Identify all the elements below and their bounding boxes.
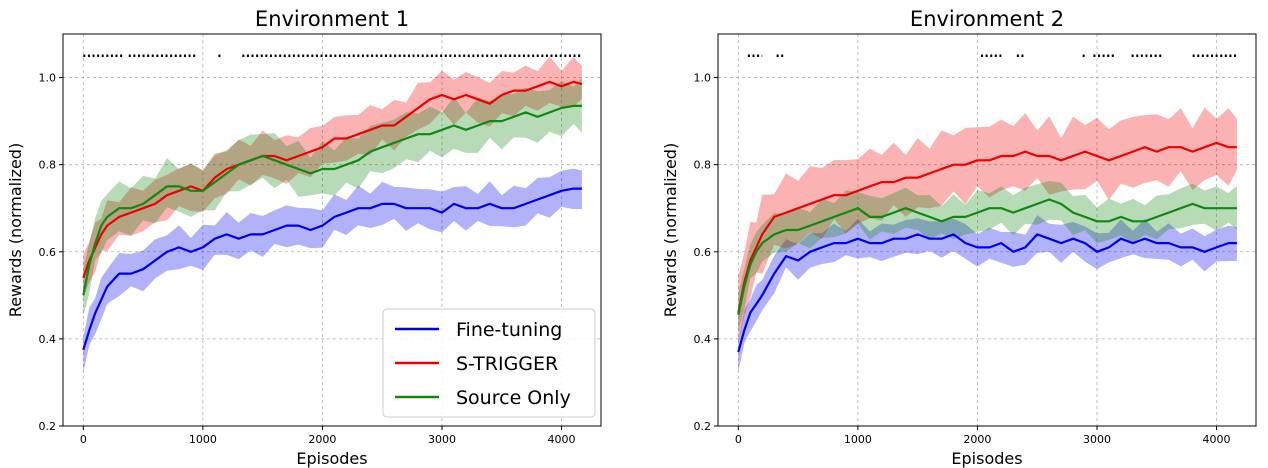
y-tick-label: 0.2 — [694, 420, 712, 433]
y-axis-label: Rewards (normalized) — [6, 143, 25, 317]
chart-title: Environment 2 — [910, 7, 1064, 31]
panel-environment-2: 0 1000 2000 3000 4000 0.2 0.4 0.6 0.8 1.0 Environm… — [661, 7, 1257, 468]
legend-label: S-TRIGGER — [456, 353, 558, 375]
band-s-trigger — [83, 56, 582, 299]
y-tick-label: 1.0 — [39, 72, 57, 85]
legend-box — [382, 308, 596, 418]
series-line-source-only — [82, 104, 582, 296]
band-s-trigger — [738, 107, 1237, 344]
x-axis-label: Episodes — [951, 449, 1022, 468]
x-tick-label: 4000 — [548, 433, 576, 446]
series-line-s-trigger — [737, 141, 1237, 314]
y-tick-label: 0.4 — [39, 333, 57, 346]
series-line-fine-tuning — [82, 187, 582, 351]
series-line-s-trigger — [82, 80, 583, 279]
y-tick-label: 0.4 — [694, 333, 712, 346]
x-tick-label: 3000 — [428, 433, 456, 446]
band-fine-tuning — [83, 168, 582, 373]
series-line-source-only — [737, 198, 1237, 316]
x-tick-label: 2000 — [963, 433, 991, 446]
series-line-fine-tuning — [737, 233, 1237, 353]
band-source-only — [83, 77, 582, 316]
band-source-only — [738, 180, 1237, 332]
y-tick-label: 0.8 — [694, 159, 712, 172]
y-axis-label: Rewards (normalized) — [661, 143, 680, 317]
x-tick-label: 0 — [80, 433, 87, 446]
x-axis-label: Episodes — [296, 449, 367, 468]
y-tick-label: 0.2 — [39, 420, 57, 433]
x-tick-label: 1000 — [189, 433, 217, 446]
legend-label: Fine-tuning — [456, 319, 562, 341]
x-tick-label: 0 — [735, 433, 742, 446]
y-tick-label: 0.6 — [39, 246, 57, 259]
x-tick-label: 3000 — [1083, 433, 1111, 446]
y-tick-label: 1.0 — [694, 72, 712, 85]
x-tick-label: 4000 — [1203, 433, 1231, 446]
panel-environment-1: 0 1000 2000 3000 4000 0.2 0.4 0.6 0.8 1.0 Environm… — [6, 7, 602, 468]
y-tick-label: 0.8 — [39, 159, 57, 172]
axes-frame — [62, 33, 602, 427]
legend-label: Source Only — [456, 387, 571, 409]
band-fine-tuning — [738, 215, 1237, 372]
x-tick-label: 1000 — [844, 433, 872, 446]
x-tick-label: 2000 — [308, 433, 336, 446]
legend: Fine-tuning S-TRIGGER Source Only — [382, 308, 596, 418]
axes-frame — [717, 33, 1257, 427]
y-tick-label: 0.6 — [694, 246, 712, 259]
chart-title: Environment 1 — [255, 7, 409, 31]
